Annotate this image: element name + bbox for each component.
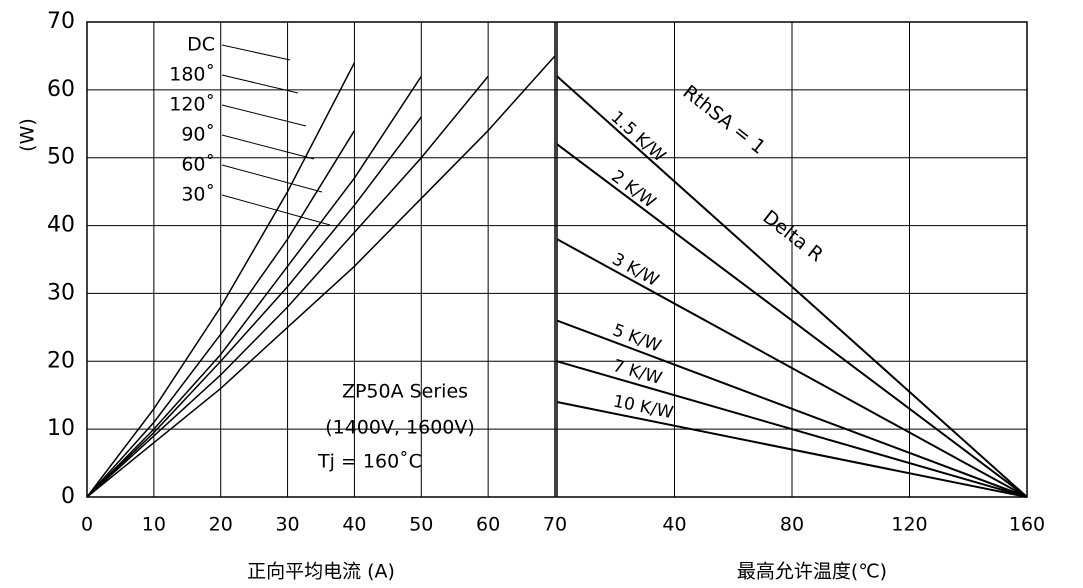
- x-tick-label: 50: [409, 514, 433, 536]
- series-label: 30˚: [181, 184, 215, 206]
- x-tick-label: 80: [780, 514, 804, 536]
- series-label: 90˚: [181, 124, 215, 146]
- x-tick-label: 30: [275, 514, 299, 536]
- x-tick-label: 160: [1009, 514, 1045, 536]
- y-tick-label: 70: [47, 9, 75, 34]
- x-tick-label: 20: [209, 514, 233, 536]
- y-axis-label: (W): [17, 118, 39, 152]
- y-tick-label: 50: [47, 145, 75, 170]
- y-tick-label: 40: [47, 213, 75, 238]
- x-tick-label: 40: [342, 514, 366, 536]
- y-tick-label: 60: [47, 77, 75, 102]
- x-tick-label: 0: [81, 514, 93, 536]
- annotation: Tj = 160˚C: [317, 451, 422, 473]
- series-label: 60˚: [181, 154, 215, 176]
- y-tick-label: 30: [47, 280, 75, 305]
- background: [0, 0, 1083, 588]
- annotation: (1400V, 1600V): [325, 417, 475, 439]
- annotation: ZP50A Series: [342, 381, 468, 403]
- x-tick-label: 70: [543, 514, 567, 536]
- y-tick-label: 0: [61, 484, 75, 509]
- x-axis-label: 最高允许温度(℃): [737, 561, 887, 583]
- series-label: DC: [187, 34, 215, 56]
- x-axis-label: 正向平均电流 (A): [247, 561, 395, 583]
- series-label: 120˚: [169, 94, 215, 116]
- x-tick-label: 40: [662, 514, 686, 536]
- x-tick-label: 60: [476, 514, 500, 536]
- x-tick-label: 10: [142, 514, 166, 536]
- chart: 0 10 20 30 40 50 60 70 0 10 20 30 40 50 60 70 正向平均电流 (A)…: [0, 0, 1083, 588]
- series-label: 180˚: [169, 64, 215, 86]
- x-tick-label: 120: [891, 514, 927, 536]
- y-tick-label: 10: [47, 416, 75, 441]
- y-tick-label: 20: [47, 348, 75, 373]
